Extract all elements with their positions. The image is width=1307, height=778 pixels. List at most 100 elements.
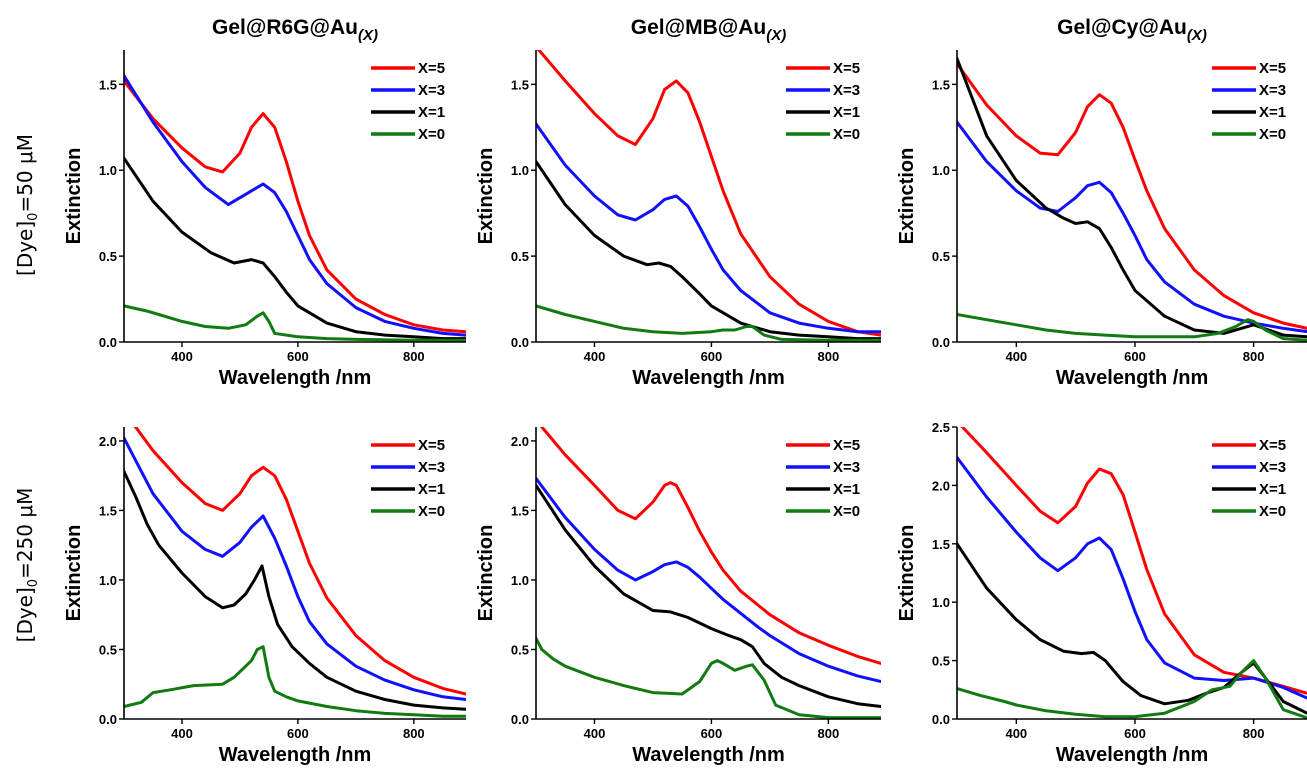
series-line-x-5 — [960, 427, 1307, 695]
x-axis-label: Wavelength /nm — [219, 367, 372, 389]
y-tick-label: 1.5 — [511, 503, 529, 518]
row-label-bottom: [Dye]0=250 μM — [13, 488, 41, 643]
y-tick-label: 0.5 — [511, 642, 529, 657]
legend-entry-label: X=3 — [418, 82, 445, 99]
series-line-x-1 — [124, 156, 466, 341]
y-tick-label: 0.5 — [932, 249, 950, 264]
y-tick-label: 1.5 — [99, 77, 117, 92]
legend-entry-label: X=1 — [1259, 481, 1286, 498]
series-line-x-1 — [124, 470, 466, 711]
y-tick-label: 0.0 — [932, 335, 950, 350]
legend-entry-label: X=3 — [833, 82, 860, 99]
svg-text:[Dye]0=50 μM: [Dye]0=50 μM — [13, 134, 41, 276]
row-label-top: [Dye]0=50 μM — [13, 134, 41, 276]
x-axis-label: Wavelength /nm — [1056, 367, 1209, 389]
chart-panel-2: Gel@MB@Au(X) 400 600 800 0.0 0.5 1.0 1.5 Wavelen… — [475, 16, 881, 389]
series-line-x-3 — [957, 120, 1307, 334]
row-label-bottom-sub: 0 — [26, 579, 41, 587]
x-axis-label: Wavelength /nm — [632, 367, 785, 389]
y-tick-label: 2.0 — [932, 478, 950, 493]
x-axis-label: Wavelength /nm — [1056, 744, 1209, 766]
series-line-x-3 — [124, 436, 466, 701]
x-tick-label: 600 — [701, 726, 723, 741]
y-tick-label: 1.0 — [511, 163, 529, 178]
series-group — [957, 427, 1307, 719]
chart-panel-4: 400 600 800 0.0 0.5 1.0 1.5 2.0 Wavelength /nm Ex… — [63, 427, 466, 766]
row-label-bottom-suffix: =250 μM — [13, 488, 37, 579]
x-tick-label: 400 — [584, 349, 606, 364]
y-tick-label: 0.5 — [99, 642, 117, 657]
row-label-top-suffix: =50 μM — [13, 134, 37, 213]
chart-title-sub: (X) — [358, 27, 378, 44]
y-tick-label: 1.5 — [932, 77, 950, 92]
series-line-x-5 — [957, 62, 1307, 330]
series-line-x-3 — [536, 122, 881, 334]
legend-entry-label: X=1 — [418, 104, 445, 121]
chart-title-main: Gel@R6G@Au — [212, 16, 358, 39]
series-line-x-1 — [957, 57, 1307, 339]
x-tick-label: 600 — [1124, 349, 1146, 364]
x-tick-label: 600 — [1124, 726, 1146, 741]
x-axis-label: Wavelength /nm — [632, 744, 785, 766]
x-tick-label: 800 — [403, 349, 425, 364]
y-tick-label: 0.0 — [99, 335, 117, 350]
row-label-bottom-prefix: [Dye] — [13, 587, 37, 642]
series-line-x-0 — [124, 645, 466, 718]
y-tick-label: 2.5 — [932, 420, 950, 435]
y-tick-label: 1.0 — [99, 573, 117, 588]
series-line-x-3 — [957, 455, 1307, 700]
legend-entry-label: X=3 — [833, 459, 860, 476]
y-axis-label: Extinction — [896, 525, 918, 622]
legend-entry-label: X=0 — [1259, 503, 1286, 520]
y-tick-label: 0.0 — [932, 712, 950, 727]
y-tick-label: 0.5 — [99, 249, 117, 264]
series-group — [124, 427, 466, 718]
legend-entry-label: X=1 — [833, 104, 860, 121]
legend-entry-label: X=0 — [833, 126, 860, 143]
series-line-x-1 — [957, 542, 1307, 715]
series-line-x-3 — [124, 74, 466, 337]
y-tick-label: 1.0 — [932, 163, 950, 178]
y-tick-label: 1.0 — [511, 573, 529, 588]
y-tick-label: 1.5 — [932, 537, 950, 552]
legend-entry-label: X=5 — [418, 60, 445, 77]
row-label-top-sub: 0 — [26, 213, 41, 221]
y-tick-label: 1.5 — [99, 503, 117, 518]
y-tick-label: 0.0 — [511, 335, 529, 350]
legend-entry-label: X=3 — [1259, 459, 1286, 476]
series-line-x-5 — [133, 427, 466, 696]
series-group — [957, 57, 1307, 342]
legend-entry-label: X=3 — [1259, 82, 1286, 99]
chart-panel-6: 400 600 800 0.0 0.5 1.0 1.5 2.0 2.5 Wavelength /n… — [896, 420, 1307, 766]
chart-title: Gel@MB@Au(X) — [631, 16, 786, 44]
x-tick-label: 600 — [287, 349, 309, 364]
series-group — [536, 427, 881, 719]
legend-entry-label: X=0 — [1259, 126, 1286, 143]
chart-title-main: Gel@Cy@Au — [1057, 16, 1187, 39]
y-tick-label: 2.0 — [99, 434, 117, 449]
x-tick-label: 600 — [287, 726, 309, 741]
legend-entry-label: X=5 — [833, 437, 860, 454]
series-line-x-0 — [536, 304, 881, 342]
series-group — [124, 74, 466, 342]
x-tick-label: 400 — [171, 726, 193, 741]
chart-title-main: Gel@MB@Au — [631, 16, 766, 39]
series-line-x-0 — [124, 304, 466, 342]
x-tick-label: 800 — [1243, 726, 1265, 741]
series-line-x-5 — [536, 50, 881, 337]
chart-panel-5: 400 600 800 0.0 0.5 1.0 1.5 2.0 Wavelength /nm Ex… — [475, 427, 881, 766]
series-line-x-0 — [957, 659, 1307, 719]
y-tick-label: 1.5 — [511, 77, 529, 92]
legend-entry-label: X=0 — [833, 503, 860, 520]
x-tick-label: 400 — [1005, 349, 1027, 364]
x-tick-label: 800 — [403, 726, 425, 741]
legend-entry-label: X=0 — [418, 503, 445, 520]
x-tick-label: 800 — [1243, 349, 1265, 364]
x-tick-label: 800 — [818, 726, 840, 741]
x-tick-label: 600 — [701, 349, 723, 364]
chart-title-sub: (X) — [766, 27, 786, 44]
legend-entry-label: X=1 — [418, 481, 445, 498]
x-tick-label: 400 — [584, 726, 606, 741]
legend-entry-label: X=1 — [1259, 104, 1286, 121]
